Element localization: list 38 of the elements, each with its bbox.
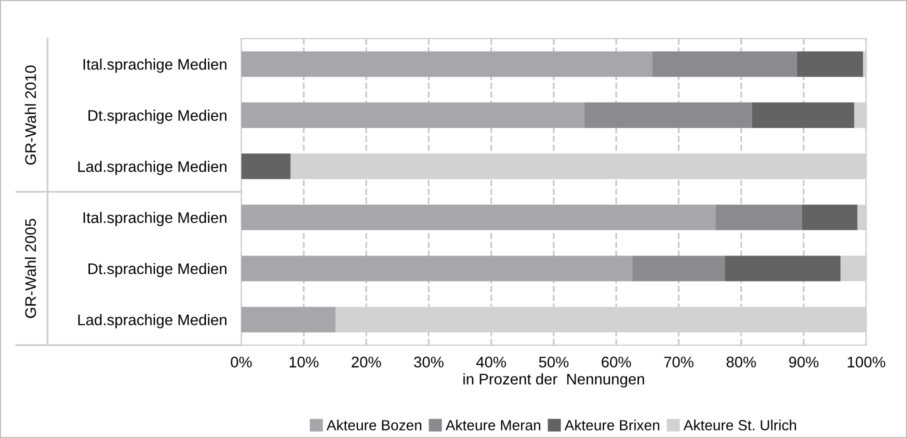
x-tick-label: 0%: [230, 356, 252, 368]
bar: [241, 51, 652, 77]
bar: [802, 204, 858, 230]
bar: [796, 51, 864, 77]
x-tick-label: 40%: [476, 356, 506, 368]
bar: [241, 204, 716, 230]
legend-label: Akteure Bozen: [326, 420, 422, 430]
legend-label: Akteure Brixen: [564, 420, 660, 430]
y-tick-label: Ital.sprachige Medien: [84, 212, 226, 226]
bar: [716, 204, 802, 230]
legend-label: Akteure Meran: [446, 420, 540, 430]
bar: [752, 102, 854, 128]
y-tick-label: Ital.sprachige Medien: [84, 58, 226, 73]
x-tick-label: 70%: [664, 356, 694, 368]
y-tick-label: Lad.sprachige Medien: [78, 314, 226, 328]
y-tick-label: Dt.sprachige Medien: [88, 110, 226, 124]
legend-label: Akteure St. Ulrich: [684, 420, 796, 430]
x-tick-label: 50%: [539, 356, 568, 368]
x-tick-label: 20%: [352, 356, 381, 368]
bar: [241, 154, 291, 180]
bar: [241, 306, 336, 332]
x-tick-label: 30%: [414, 356, 444, 368]
text: GR-Wahl 2010: [24, 66, 36, 165]
x-axis-title: in Prozent der Nennungen: [463, 373, 644, 388]
bar: [241, 102, 584, 128]
x-tick-label: 90%: [789, 356, 818, 368]
text: GR-Wahl 2005: [24, 218, 36, 318]
y-tick-label: Dt.sprachige Medien: [88, 262, 226, 278]
bar: [241, 256, 632, 282]
bar: [724, 256, 841, 282]
bar: [584, 102, 752, 128]
x-tick-label: 10%: [290, 356, 318, 368]
y-tick-label: Lad.sprachige Medien: [78, 160, 226, 175]
x-tick-label: 80%: [726, 356, 756, 368]
bar: [632, 256, 725, 282]
x-tick-label: 60%: [602, 356, 631, 368]
bar: [652, 51, 797, 77]
x-tick-label: 100%: [848, 356, 886, 368]
